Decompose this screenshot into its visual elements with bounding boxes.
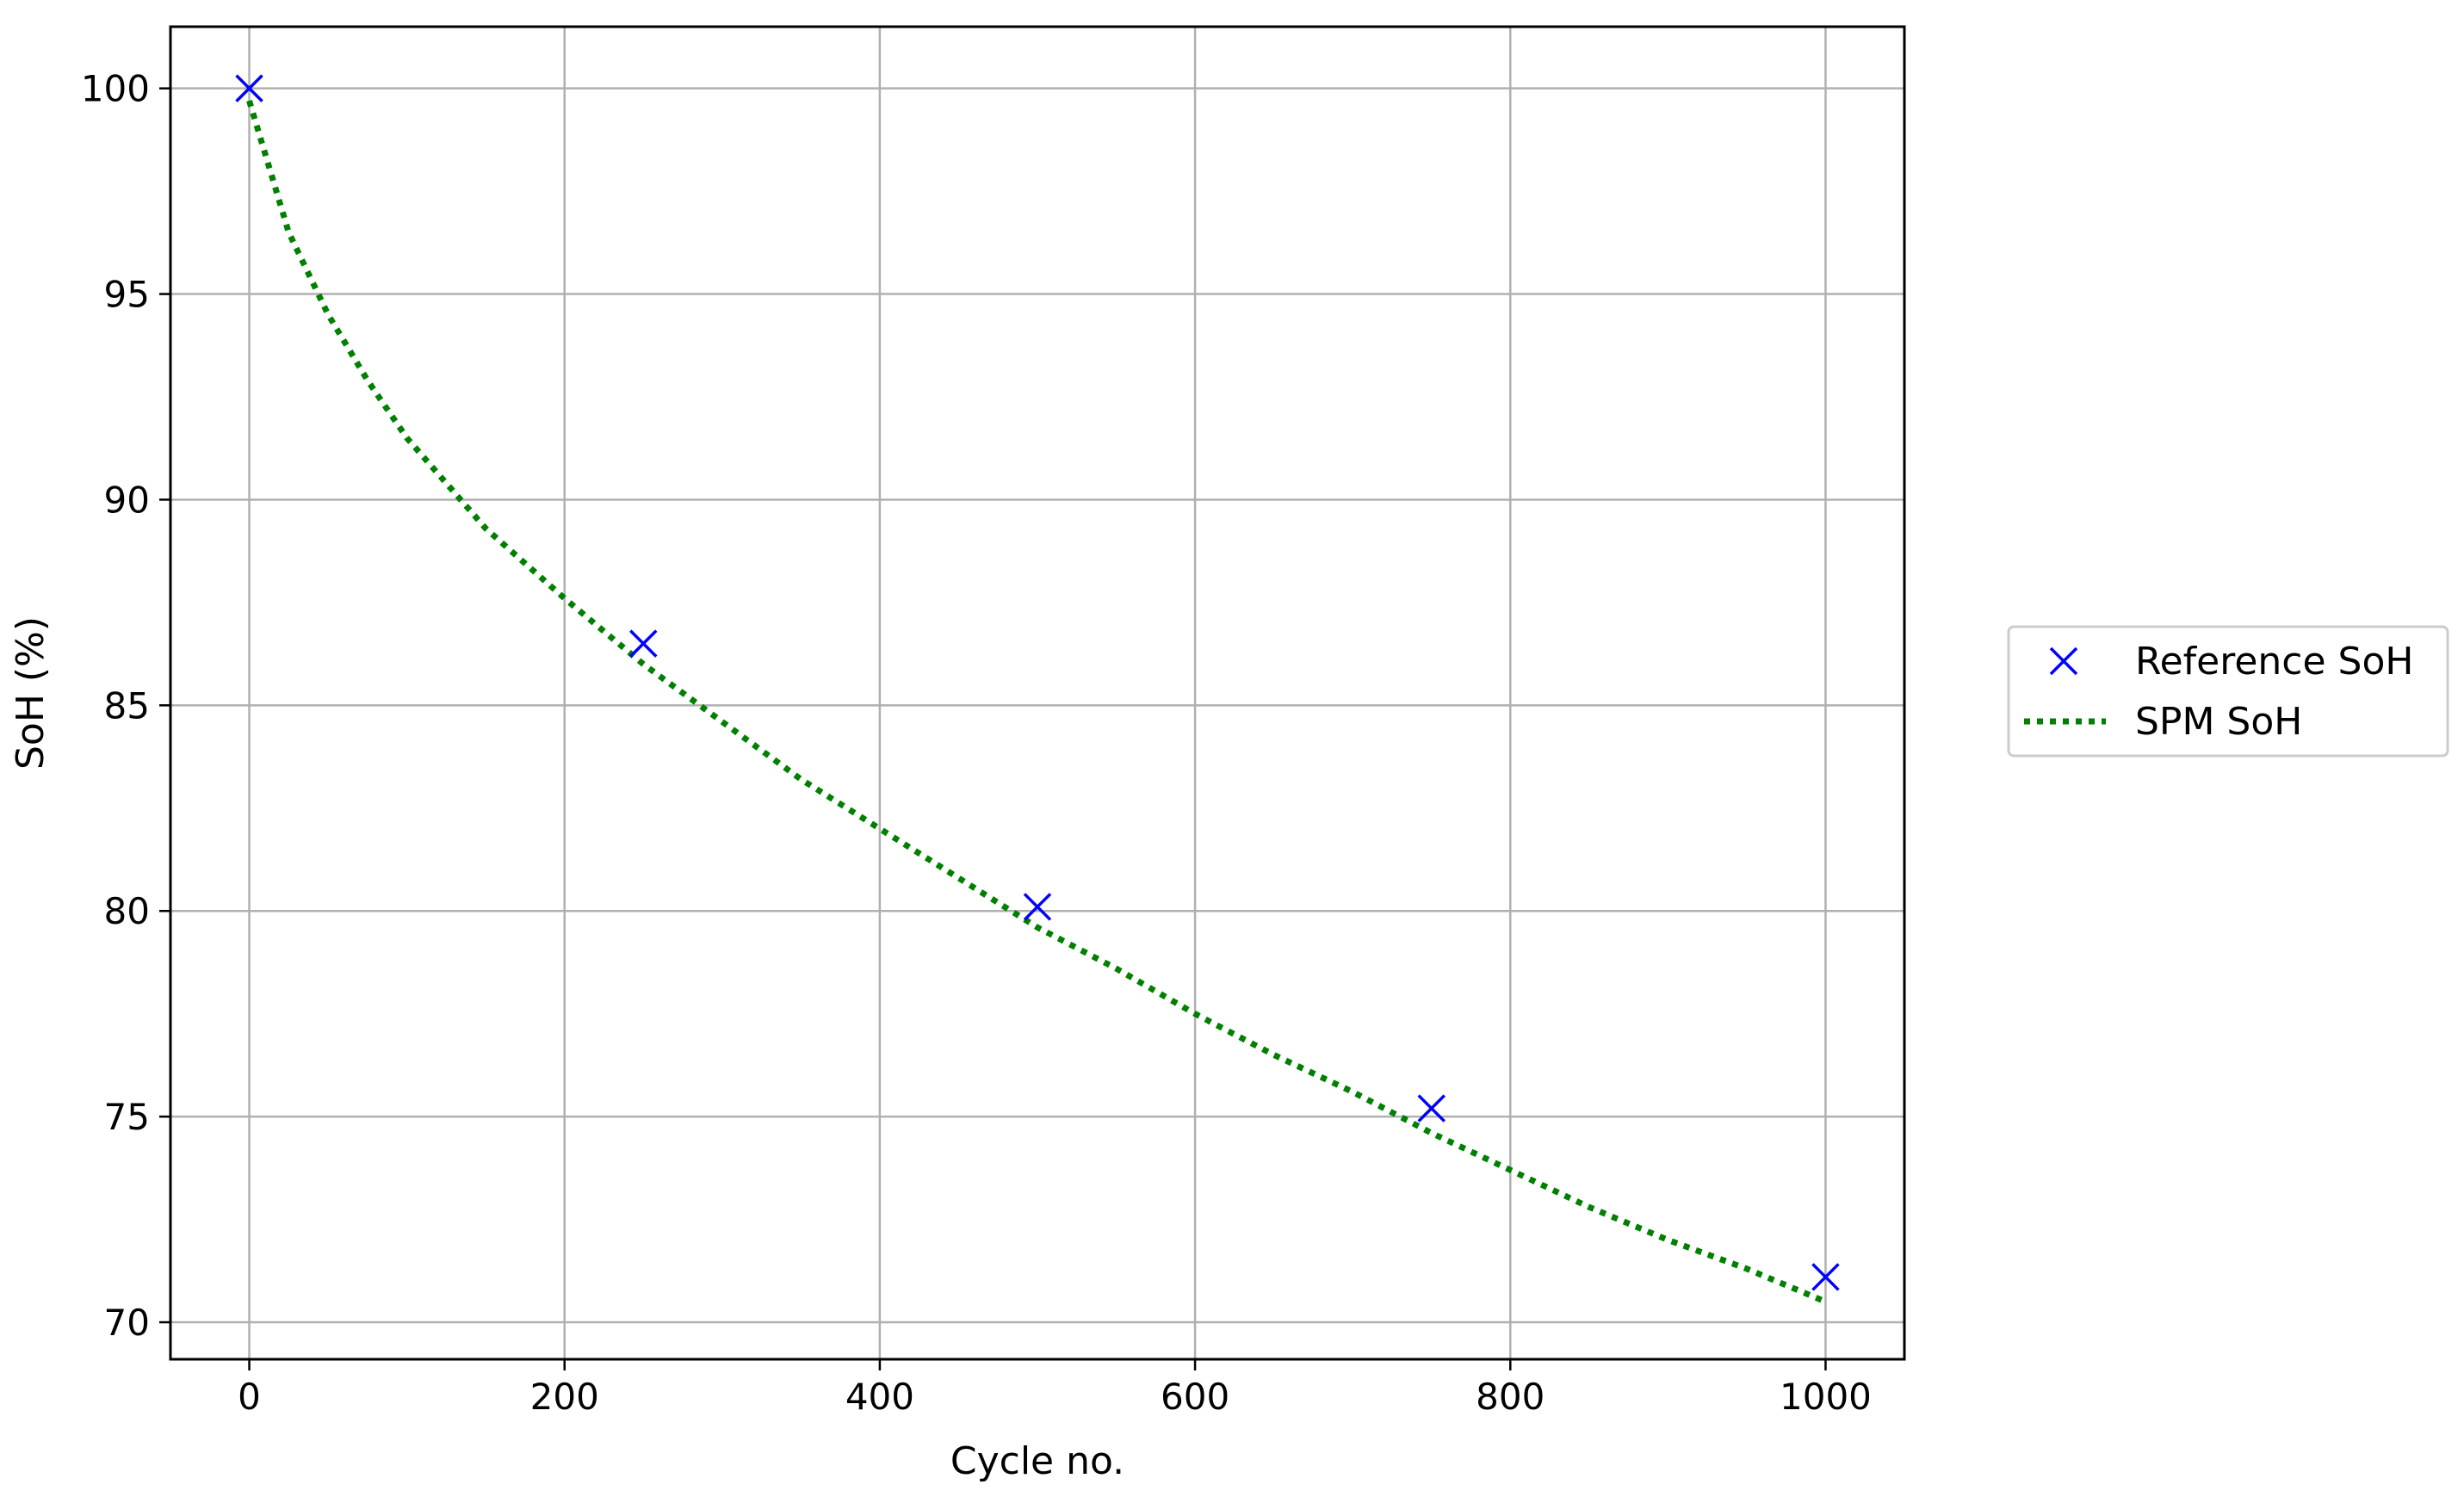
x-tick-label: 200 [530, 1376, 599, 1418]
y-tick-label: 90 [104, 479, 150, 521]
axis-ticks: 0 200 400 600 800 1000 70 75 80 85 90 95 100 [81, 68, 1872, 1418]
x-tick-label: 400 [845, 1376, 914, 1418]
y-axis-label: SoH (%) [9, 616, 53, 770]
legend-label-spm-soh: SPM SoH [2135, 700, 2302, 744]
y-tick-label: 100 [81, 68, 150, 110]
reference-soh-point [235, 74, 263, 102]
x-tick-label: 800 [1476, 1376, 1545, 1418]
x-tick-label: 1000 [1780, 1376, 1872, 1418]
chart-series [235, 74, 1840, 1305]
reference-soh-point [1023, 893, 1052, 921]
y-tick-label: 95 [104, 274, 150, 316]
x-tick-label: 0 [238, 1376, 261, 1418]
legend: Reference SoH SPM SoH [2007, 625, 2449, 758]
y-tick-label: 80 [104, 890, 150, 932]
y-tick-label: 75 [104, 1096, 150, 1138]
y-tick-label: 70 [104, 1302, 150, 1344]
reference-soh-point [1417, 1094, 1446, 1123]
x-tick-label: 600 [1161, 1376, 1229, 1418]
y-tick-label: 85 [104, 684, 150, 727]
reference-soh-point [629, 629, 658, 658]
series-line-spm-soh [246, 99, 1827, 1305]
legend-label-reference-soh: Reference SoH [2135, 640, 2414, 684]
plot-frame [169, 25, 1906, 1361]
x-axis-label: Cycle no. [950, 1439, 1124, 1483]
grid-lines [170, 27, 1904, 1359]
legend-marker-reference-soh [2049, 646, 2078, 676]
reference-soh-point [1811, 1263, 1840, 1291]
legend-box [2007, 625, 2449, 758]
